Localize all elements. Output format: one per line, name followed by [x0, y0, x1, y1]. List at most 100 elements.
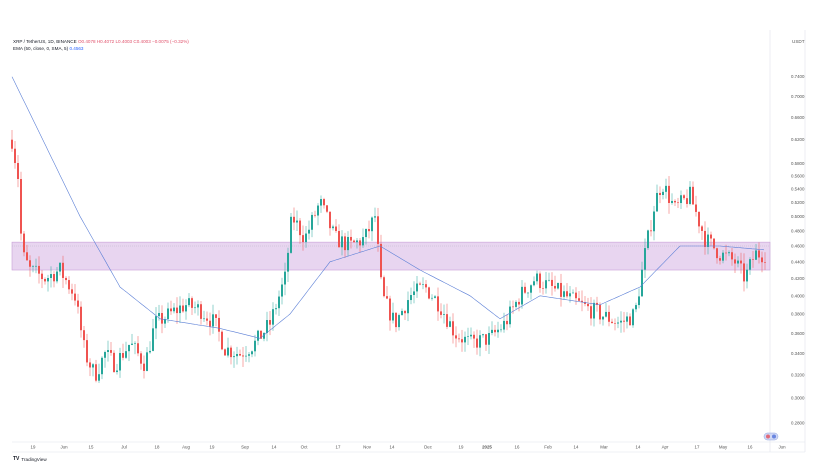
candle: [140, 351, 142, 370]
candle: [314, 210, 316, 218]
candle-body: [158, 313, 160, 317]
candle: [605, 303, 607, 318]
candle-body: [527, 292, 529, 294]
candle: [299, 218, 301, 244]
candle-body: [347, 236, 349, 251]
candle-body: [401, 310, 403, 316]
candle-body: [740, 260, 742, 264]
candle: [611, 318, 613, 324]
candle: [119, 347, 121, 378]
candle-body: [332, 226, 334, 229]
candle: [113, 350, 115, 373]
candle: [239, 349, 241, 357]
candle-body: [566, 291, 568, 297]
candle: [584, 296, 586, 307]
candle: [134, 341, 136, 355]
candle-body: [374, 216, 376, 218]
symbol-label[interactable]: XRP / TetherUS, 1D, BINANCE: [13, 39, 77, 44]
candle: [197, 300, 199, 316]
candle: [716, 247, 718, 264]
candle-body: [311, 214, 313, 230]
y-tick-label: 0.5200: [791, 200, 805, 205]
candle-body: [215, 314, 217, 318]
candle-body: [356, 240, 358, 243]
candle: [446, 303, 448, 330]
candle: [491, 321, 493, 336]
candle: [293, 207, 295, 231]
candle-body: [644, 248, 646, 270]
candle-body: [497, 329, 499, 333]
candle-body: [479, 335, 481, 348]
candle-body: [272, 309, 274, 325]
candle-body: [680, 195, 682, 204]
candle: [80, 301, 82, 338]
candle: [380, 234, 382, 280]
candle-body: [260, 330, 262, 339]
ema-line[interactable]: [11, 76, 765, 339]
candle: [302, 225, 304, 251]
candle-body: [578, 298, 580, 301]
candle: [212, 304, 214, 334]
candle-body: [482, 334, 484, 336]
x-tick-label: Dec: [424, 445, 433, 450]
candle-body: [545, 280, 547, 289]
candle: [590, 297, 592, 326]
tradingview-logo-icon: TV: [13, 456, 20, 462]
candle: [86, 333, 88, 367]
x-tick-label: 16: [515, 445, 520, 450]
currency-label[interactable]: USDT: [792, 39, 805, 44]
y-tick-label: 0.5400: [791, 186, 805, 191]
candle-body: [761, 257, 763, 263]
candle-body: [326, 205, 328, 212]
candle-body: [494, 329, 496, 333]
candle-body: [485, 334, 487, 345]
flag-icon[interactable]: [763, 432, 779, 441]
candle-body: [149, 350, 151, 353]
candle: [476, 329, 478, 355]
candle: [734, 253, 736, 274]
tradingview-logo[interactable]: TV TradingView: [13, 456, 47, 462]
candle-body: [674, 200, 676, 203]
candle: [278, 290, 280, 316]
candle-body: [203, 318, 205, 320]
candle: [686, 189, 688, 208]
candle: [167, 302, 169, 323]
candle: [452, 313, 454, 344]
candle: [191, 296, 193, 316]
candle-body: [548, 279, 550, 281]
candle: [173, 303, 175, 314]
candle-body: [68, 280, 70, 290]
candle-body: [161, 313, 163, 324]
x-tick-label: 18: [155, 445, 160, 450]
candle-body: [131, 343, 133, 345]
candle-body: [137, 343, 139, 354]
candle: [377, 207, 379, 252]
candle: [98, 363, 100, 384]
candle: [623, 311, 625, 333]
x-tick-label: May: [719, 445, 728, 450]
candle-body: [458, 338, 460, 340]
support-resistance-zone[interactable]: [11, 241, 771, 271]
candle-body: [623, 320, 625, 322]
candle-body: [266, 320, 268, 333]
candle-body: [467, 336, 469, 337]
candle-body: [416, 283, 418, 292]
candle: [50, 266, 52, 288]
ema-label[interactable]: EMA (50, close, 0, SMA, 5): [13, 46, 69, 51]
candle: [335, 219, 337, 233]
candle-body: [752, 259, 754, 260]
candle: [614, 318, 616, 331]
y-tick-label: 0.6200: [791, 137, 805, 142]
candle-body: [455, 335, 457, 339]
candle: [176, 297, 178, 324]
candle: [59, 262, 61, 276]
candle: [566, 283, 568, 299]
candle: [695, 195, 697, 217]
candle: [632, 308, 634, 328]
candle-body: [668, 185, 670, 204]
candle: [656, 184, 658, 212]
candle: [758, 242, 760, 264]
y-tick-label: 0.5600: [791, 173, 805, 178]
candle: [374, 207, 376, 223]
